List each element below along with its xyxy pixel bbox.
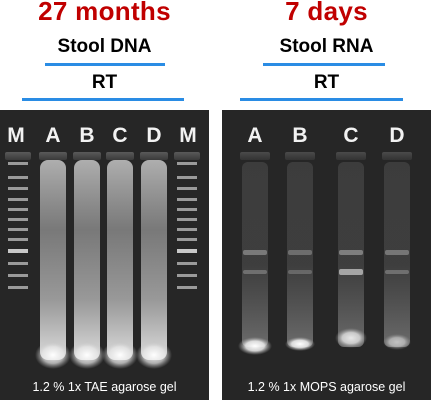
lane-label-c: C [112, 124, 128, 147]
well-d [382, 152, 412, 160]
dna-gel-image: M A B C D M 1.2 % 1x TAE agarose gel [0, 110, 209, 400]
left-sample-label: Stool DNA [57, 36, 152, 57]
rna-gel-image: A B C D 1.2 % 1x MOPS agarose gel [222, 110, 431, 400]
left-sample-underline [45, 63, 165, 66]
well-m2 [174, 152, 200, 160]
lane-label-b: B [292, 124, 308, 147]
lane-label-c: C [343, 124, 359, 147]
well-b [73, 152, 101, 160]
right-duration-title: 7 days [285, 0, 368, 26]
right-method-label: RT [313, 72, 340, 93]
glow-a [238, 337, 272, 355]
well-b [285, 152, 315, 160]
ladder-lane-m1 [8, 162, 28, 289]
glow-a [35, 341, 71, 369]
well-c [336, 152, 366, 160]
well-c [106, 152, 134, 160]
band-d-upper [385, 250, 409, 255]
smear-c [107, 160, 133, 360]
ladder-lane-m2 [177, 162, 197, 289]
left-method-underline [22, 98, 184, 101]
right-sample-label: Stool RNA [279, 36, 374, 57]
dna-gel-bands [5, 152, 200, 369]
band-b-lower [288, 270, 312, 274]
smear-a [40, 160, 66, 360]
glow-c [335, 328, 367, 348]
rna-gel-caption: 1.2 % 1x MOPS agarose gel [247, 380, 406, 394]
lane-label-b: B [79, 124, 95, 147]
right-method-underline [240, 98, 403, 101]
lane-label-m2: M [179, 124, 197, 147]
band-c-upper [339, 250, 363, 255]
band-b-upper [288, 250, 312, 255]
right-sample-underline [263, 63, 385, 66]
lane-label-m1: M [7, 124, 25, 147]
well-a [240, 152, 270, 160]
band-a-upper [243, 250, 267, 255]
left-duration-title: 27 months [38, 0, 171, 26]
smear-b [74, 160, 100, 360]
well-m1 [5, 152, 31, 160]
lane-label-d: D [389, 124, 405, 147]
well-a [39, 152, 67, 160]
smear-d [141, 160, 167, 360]
glow-b [285, 337, 315, 351]
rna-gel-bands [238, 152, 412, 355]
band-c-lower [339, 269, 363, 275]
left-method-label: RT [91, 72, 118, 93]
glow-c [102, 341, 138, 369]
lane-label-d: D [146, 124, 162, 147]
dna-smears [35, 160, 172, 369]
glow-d [136, 341, 172, 369]
well-d [140, 152, 168, 160]
glow-b [69, 341, 105, 369]
lane-label-a: A [247, 124, 263, 147]
dna-gel-caption: 1.2 % 1x TAE agarose gel [32, 380, 177, 394]
band-a-lower [243, 270, 267, 274]
lane-label-a: A [45, 124, 61, 147]
glow-d [383, 334, 411, 350]
band-d-lower [385, 270, 409, 274]
